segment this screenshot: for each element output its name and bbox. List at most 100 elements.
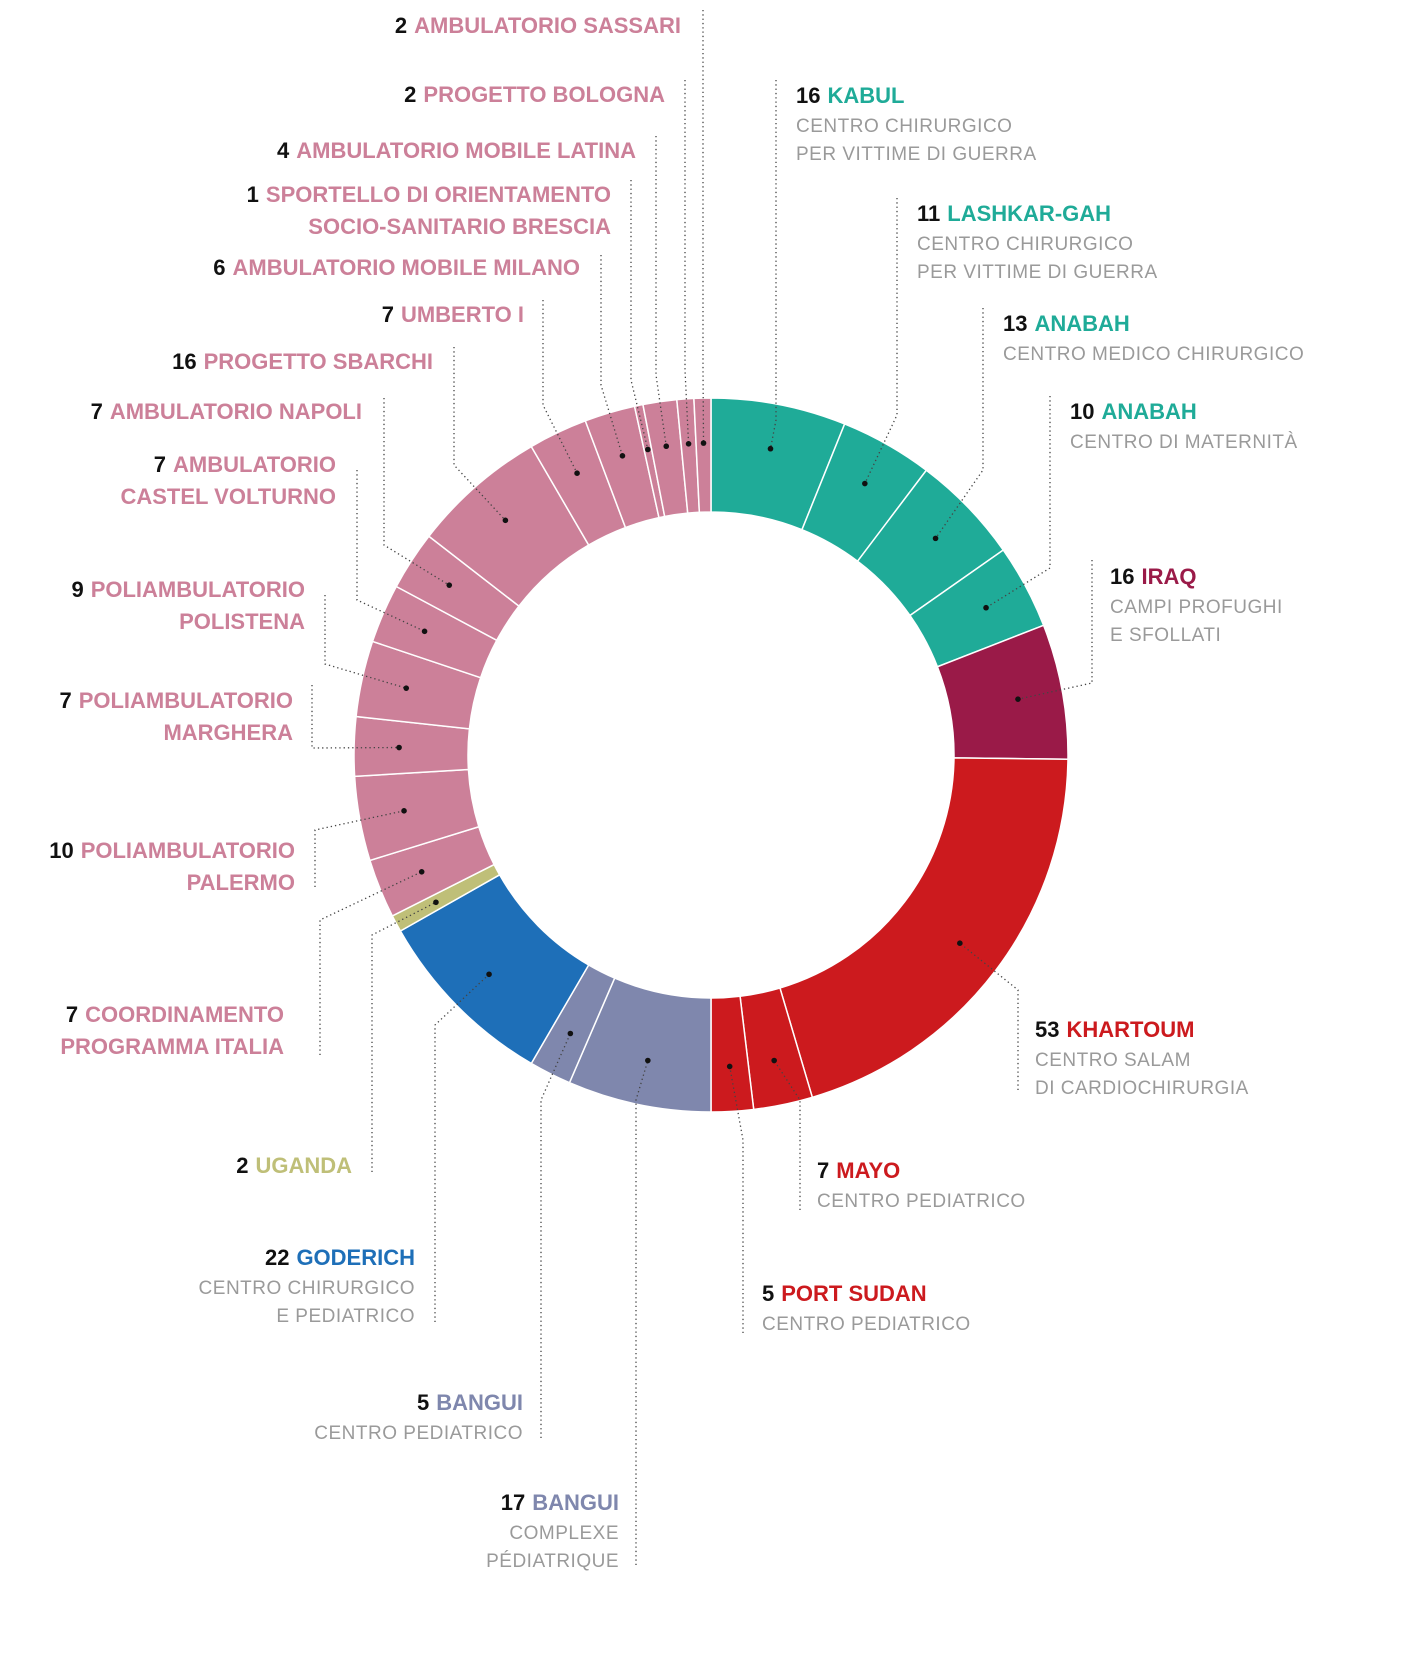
segment-subtitle: E SFOLLATI (1110, 625, 1221, 646)
leader-dot (932, 535, 939, 542)
leader-line (434, 973, 490, 1322)
segment-subtitle: CENTRO PEDIATRICO (314, 1423, 523, 1444)
segment-name: COORDINAMENTO (85, 1002, 284, 1027)
segment-value: 16 (1110, 564, 1134, 589)
segment-value: 9 (71, 577, 83, 602)
segment-value: 22 (265, 1245, 289, 1270)
segment-name: ANABAH (1034, 311, 1129, 336)
segment-label: 2 PROGETTO BOLOGNA (404, 82, 665, 107)
segment-value: 2 (236, 1153, 248, 1178)
donut-segment (693, 397, 712, 514)
segment-value: 13 (1003, 311, 1027, 336)
segment-value: 10 (49, 838, 73, 863)
segment-subtitle: CENTRO SALAM (1035, 1050, 1191, 1071)
segment-value: 5 (417, 1390, 429, 1415)
segment-name: BANGUI (436, 1390, 523, 1415)
segment-subtitle: CAMPI PROFUGHI (1110, 597, 1283, 618)
segment-value: 7 (817, 1158, 829, 1183)
leader-dot (486, 971, 492, 978)
segment-name: AMBULATORIO SASSARI (414, 13, 681, 38)
segment-value: 5 (762, 1281, 774, 1306)
segment-subtitle: CENTRO MEDICO CHIRURGICO (1003, 344, 1304, 365)
leader-dot (983, 604, 989, 611)
leader-line (383, 398, 450, 586)
segment-name: POLIAMBULATORIO (81, 838, 295, 863)
segment-name: MARGHERA (163, 720, 293, 745)
segment-label: 7 AMBULATORIO (154, 452, 336, 477)
segment-subtitle: COMPLEXE (509, 1523, 619, 1544)
leader-line (635, 1060, 649, 1565)
segment-value: 7 (382, 302, 394, 327)
segment-subtitle: CENTRO CHIRURGICO (917, 234, 1133, 255)
segment-value: 7 (91, 399, 103, 424)
leader-line (356, 470, 425, 632)
segment-label: 7 MAYO (817, 1158, 900, 1183)
leader-dot (396, 744, 402, 751)
segment-value: 10 (1070, 399, 1094, 424)
segment-value: 16 (796, 83, 820, 108)
segment-subtitle: E PEDIATRICO (276, 1306, 415, 1327)
leader-dot (663, 443, 670, 450)
segment-label: 2 UGANDA (236, 1153, 352, 1178)
segment-label: 53 KHARTOUM (1035, 1017, 1194, 1042)
segment-name: UGANDA (255, 1153, 352, 1178)
segment-name: ANABAH (1101, 399, 1196, 424)
leader-dot (645, 446, 651, 453)
segment-value: 16 (172, 349, 196, 374)
leader-dot (1015, 696, 1021, 702)
segment-label: 16 KABUL (796, 83, 904, 108)
segment-name: AMBULATORIO MOBILE MILANO (233, 255, 581, 280)
segment-label: 9 POLIAMBULATORIO (71, 577, 305, 602)
segment-label: 2 AMBULATORIO SASSARI (395, 13, 681, 38)
leader-line (684, 80, 690, 444)
segment-value: 7 (66, 1002, 78, 1027)
segment-name: LASHKAR-GAH (947, 201, 1111, 226)
leader-line (314, 810, 405, 887)
segment-name: IRAQ (1141, 564, 1196, 589)
leader-line (864, 198, 898, 484)
segment-label: 5 BANGUI (417, 1390, 523, 1415)
leader-dot (726, 1063, 733, 1070)
segment-name: AMBULATORIO MOBILE LATINA (296, 138, 636, 163)
segment-label: 6 AMBULATORIO MOBILE MILANO (213, 255, 580, 280)
segment-subtitle: DI CARDIOCHIRURGIA (1035, 1078, 1249, 1099)
segment-subtitle: CENTRO CHIRURGICO (199, 1278, 415, 1299)
segment-value: 2 (395, 13, 407, 38)
segment-name: POLISTENA (179, 609, 305, 634)
segment-name: PROGETTO SBARCHI (204, 349, 433, 374)
leader-dot (957, 940, 963, 946)
leader-dot (767, 445, 774, 452)
segment-name: KABUL (827, 83, 904, 108)
segment-value: 53 (1035, 1017, 1059, 1042)
segment-value: 7 (154, 452, 166, 477)
leader-dot (403, 685, 410, 691)
segment-name: BANGUI (532, 1490, 619, 1515)
leader-dot (446, 582, 453, 588)
leader-line (542, 300, 578, 474)
segment-label: 10 ANABAH (1070, 399, 1197, 424)
segment-name: AMBULATORIO (173, 452, 336, 477)
leader-dot (567, 1030, 574, 1037)
segment-subtitle: CENTRO DI MATERNITÀ (1070, 432, 1298, 453)
segment-name: PROGETTO BOLOGNA (423, 82, 665, 107)
leader-dot (700, 440, 707, 446)
leader-dot (418, 869, 425, 875)
segment-label: 7 AMBULATORIO NAPOLI (91, 399, 362, 424)
segment-value: 17 (501, 1490, 525, 1515)
segment-label: 11 LASHKAR-GAH (917, 201, 1111, 226)
segment-name: PALERMO (187, 870, 295, 895)
segment-label: 13 ANABAH (1003, 311, 1130, 336)
segment-name: SPORTELLO DI ORIENTAMENTO (266, 182, 611, 207)
segment-name: UMBERTO I (401, 302, 524, 327)
leader-dot (401, 808, 407, 814)
leader-line (540, 1033, 571, 1438)
leader-line (324, 595, 407, 689)
segment-value: 7 (59, 688, 71, 713)
segment-name: POLIAMBULATORIO (91, 577, 305, 602)
leader-line (959, 942, 1019, 1090)
leader-dot (574, 470, 580, 477)
segment-label: 10 POLIAMBULATORIO (49, 838, 295, 863)
segment-label: 22 GODERICH (265, 1245, 415, 1270)
